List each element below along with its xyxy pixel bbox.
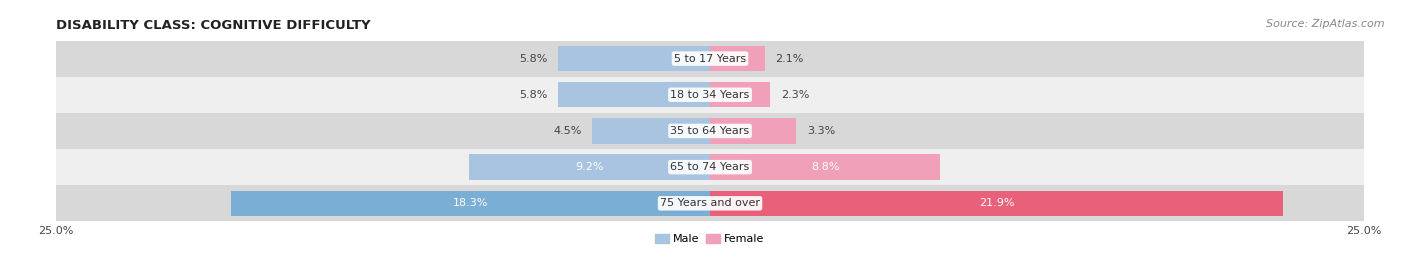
Legend: Male, Female: Male, Female bbox=[651, 229, 769, 248]
Text: 35 to 64 Years: 35 to 64 Years bbox=[671, 126, 749, 136]
Bar bbox=[470, 154, 710, 180]
Bar bbox=[710, 118, 796, 144]
Bar bbox=[592, 118, 710, 144]
Bar bbox=[710, 154, 941, 180]
Bar bbox=[558, 46, 710, 71]
Text: 18.3%: 18.3% bbox=[453, 198, 488, 208]
Bar bbox=[56, 113, 1364, 149]
Text: 2.1%: 2.1% bbox=[776, 53, 804, 64]
Bar bbox=[56, 77, 1364, 113]
Text: DISABILITY CLASS: COGNITIVE DIFFICULTY: DISABILITY CLASS: COGNITIVE DIFFICULTY bbox=[56, 19, 371, 32]
Bar bbox=[710, 82, 770, 107]
Text: 5.8%: 5.8% bbox=[519, 53, 548, 64]
Bar bbox=[56, 40, 1364, 77]
Text: 5 to 17 Years: 5 to 17 Years bbox=[673, 53, 747, 64]
Text: 4.5%: 4.5% bbox=[554, 126, 582, 136]
Bar bbox=[232, 191, 710, 216]
Text: 5.8%: 5.8% bbox=[519, 90, 548, 100]
Bar bbox=[558, 82, 710, 107]
Text: 9.2%: 9.2% bbox=[575, 162, 605, 172]
Bar bbox=[56, 185, 1364, 221]
Text: 8.8%: 8.8% bbox=[811, 162, 839, 172]
Text: 75 Years and over: 75 Years and over bbox=[659, 198, 761, 208]
Text: 21.9%: 21.9% bbox=[979, 198, 1014, 208]
Text: 65 to 74 Years: 65 to 74 Years bbox=[671, 162, 749, 172]
Bar bbox=[710, 191, 1282, 216]
Text: Source: ZipAtlas.com: Source: ZipAtlas.com bbox=[1267, 19, 1385, 29]
Bar bbox=[56, 149, 1364, 185]
Bar bbox=[710, 46, 765, 71]
Text: 3.3%: 3.3% bbox=[807, 126, 835, 136]
Text: 2.3%: 2.3% bbox=[780, 90, 808, 100]
Text: 18 to 34 Years: 18 to 34 Years bbox=[671, 90, 749, 100]
